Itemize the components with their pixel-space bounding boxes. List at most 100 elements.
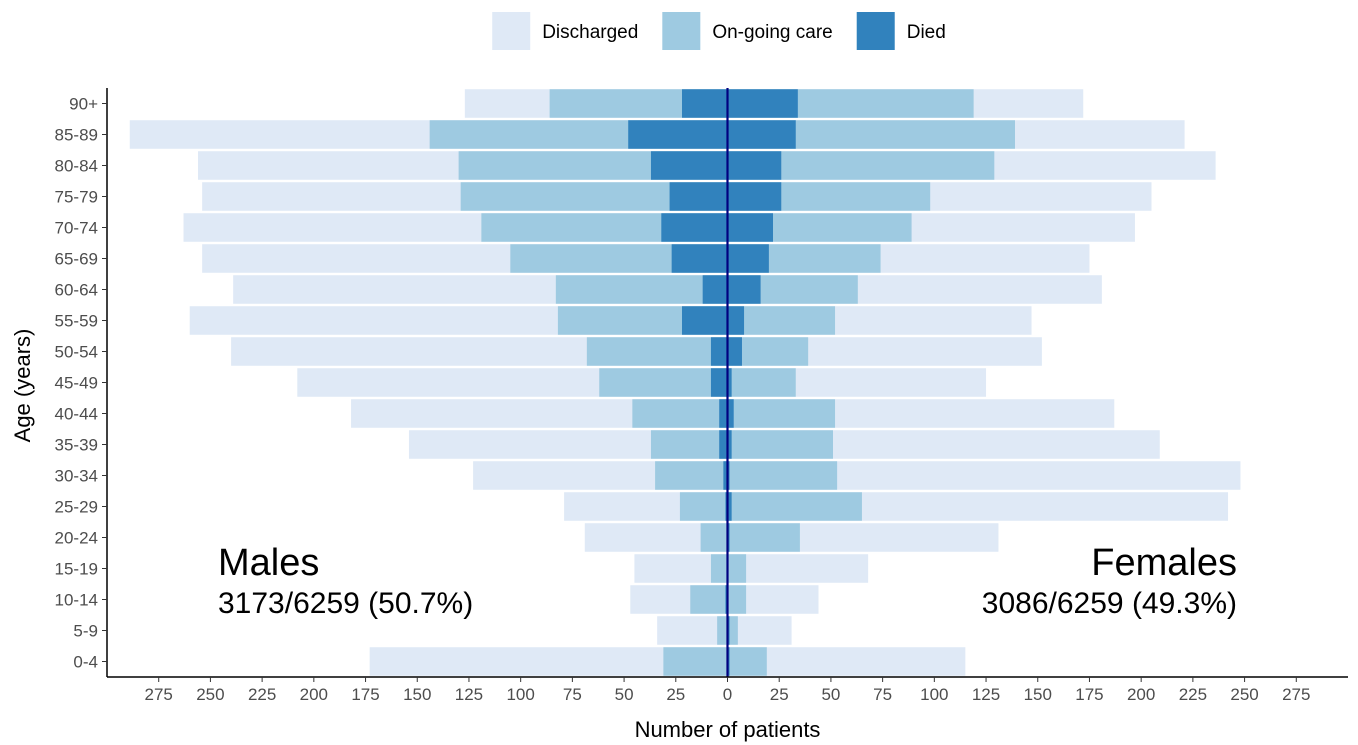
y-tick-label-15-19: 15-19 [55,560,98,579]
bar-females-died-55-59 [727,306,745,335]
bar-females-on-going-care-55-59 [727,306,836,335]
x-tick-label-125: 125 [972,685,1000,704]
x-tick-label-225: 225 [1179,685,1207,704]
bar-males-died-60-64 [702,275,728,304]
x-tick-label-25: 25 [770,685,789,704]
males-count: 3173/6259 (50.7%) [218,587,473,620]
bar-females-on-going-care-5-9 [727,616,738,645]
x-tick-label--50: 50 [615,685,634,704]
y-tick-label-85-89: 85-89 [55,126,98,145]
x-tick-label--150: 150 [403,685,431,704]
legend-label-discharged: Discharged [542,22,638,43]
bar-males-died-70-74 [661,213,728,242]
bar-males-on-going-care-40-44 [632,399,728,428]
males-title: Males [218,542,319,584]
y-tick-label-75-79: 75-79 [55,188,98,207]
x-tick-label-250: 250 [1230,685,1258,704]
bar-females-discharged-0-4 [727,647,966,676]
bar-females-died-40-44 [727,399,734,428]
x-tick-label--100: 100 [506,685,534,704]
annotations-layer: Males 3173/6259 (50.7%) Females 3086/625… [218,542,1237,620]
bar-females-on-going-care-25-29 [727,492,862,521]
y-tick-label-50-54: 50-54 [55,343,98,362]
bar-females-died-90+ [727,89,798,118]
bar-males-died-65-69 [671,244,728,273]
x-tick-label--25: 25 [666,685,685,704]
x-tick-label--175: 175 [351,685,379,704]
bar-females-died-75-79 [727,182,782,211]
y-tick-label-10-14: 10-14 [55,591,98,610]
bar-males-on-going-care-60-64 [555,275,728,304]
x-tick-label-175: 175 [1075,685,1103,704]
y-tick-label-55-59: 55-59 [55,312,98,331]
bar-males-on-going-care-45-49 [599,368,728,397]
females-title: Females [1091,542,1237,584]
bar-females-died-45-49 [727,368,732,397]
legend-swatch-discharged [492,12,531,50]
legend-swatch-died [856,12,895,50]
bar-males-died-30-34 [723,461,728,490]
legend: Discharged On-going care Died [492,12,946,50]
bar-females-discharged-5-9 [727,616,792,645]
bar-males-on-going-care-30-34 [655,461,728,490]
bar-females-died-70-74 [727,213,774,242]
bar-males-died-35-39 [719,430,728,459]
bar-males-discharged-5-9 [657,616,728,645]
bar-males-died-80-84 [650,151,728,180]
bar-females-on-going-care-45-49 [727,368,796,397]
females-count: 3086/6259 (49.3%) [982,587,1237,620]
x-tick-label--125: 125 [455,685,483,704]
x-tick-label--250: 250 [196,685,224,704]
bar-females-on-going-care-30-34 [727,461,838,490]
bar-females-on-going-care-35-39 [727,430,833,459]
axes-layer: 0-4 5-9 10-14 15-19 20-24 25-29 30-34 35-39 40-4… [10,88,1348,742]
bar-females-died-85-89 [727,120,796,149]
x-tick-label--75: 75 [563,685,582,704]
bars-layer [129,88,1241,677]
y-tick-label-65-69: 65-69 [55,250,98,269]
x-axis-title: Number of patients [635,717,821,742]
y-tick-label-60-64: 60-64 [55,281,98,300]
legend-label-on-going-care: On-going care [712,22,832,43]
bar-males-on-going-care-35-39 [650,430,728,459]
bar-males-on-going-care-0-4 [663,647,728,676]
y-tick-label-25-29: 25-29 [55,498,98,517]
bar-females-discharged-15-19 [727,554,869,583]
bar-females-died-65-69 [727,244,769,273]
x-tick-label-150: 150 [1024,685,1052,704]
bar-females-on-going-care-10-14 [727,585,747,614]
bar-females-on-going-care-15-19 [727,554,747,583]
x-tick-label-200: 200 [1127,685,1155,704]
bar-males-died-85-89 [628,120,728,149]
y-tick-label-40-44: 40-44 [55,405,98,424]
bar-males-on-going-care-50-54 [586,337,728,366]
bar-females-died-25-29 [727,492,732,521]
y-tick-label-70-74: 70-74 [55,219,98,238]
legend-label-died: Died [907,22,946,43]
legend-swatch-on-going-care [662,12,701,50]
x-tick-label--200: 200 [300,685,328,704]
x-tick-label--225: 225 [248,685,276,704]
bar-males-died-90+ [681,89,728,118]
bar-females-died-80-84 [727,151,782,180]
bar-females-on-going-care-40-44 [727,399,836,428]
y-tick-label-35-39: 35-39 [55,436,98,455]
bar-males-on-going-care-15-19 [710,554,728,583]
y-tick-label-80-84: 80-84 [55,157,98,176]
y-tick-label-90+: 90+ [69,95,98,114]
bar-males-died-45-49 [710,368,728,397]
y-axis-title: Age (years) [10,329,35,443]
x-tick-label-275: 275 [1282,685,1310,704]
bar-males-on-going-care-5-9 [717,616,728,645]
bar-females-on-going-care-20-24 [727,523,800,552]
x-tick-label-75: 75 [873,685,892,704]
bar-males-on-going-care-20-24 [700,523,728,552]
bar-males-died-50-54 [710,337,728,366]
x-tick-label-0: 0 [723,685,732,704]
bar-females-died-35-39 [727,430,732,459]
bar-males-on-going-care-25-29 [679,492,728,521]
bar-females-died-50-54 [727,337,742,366]
y-tick-label-0-4: 0-4 [73,653,98,672]
x-tick-label-50: 50 [821,685,840,704]
